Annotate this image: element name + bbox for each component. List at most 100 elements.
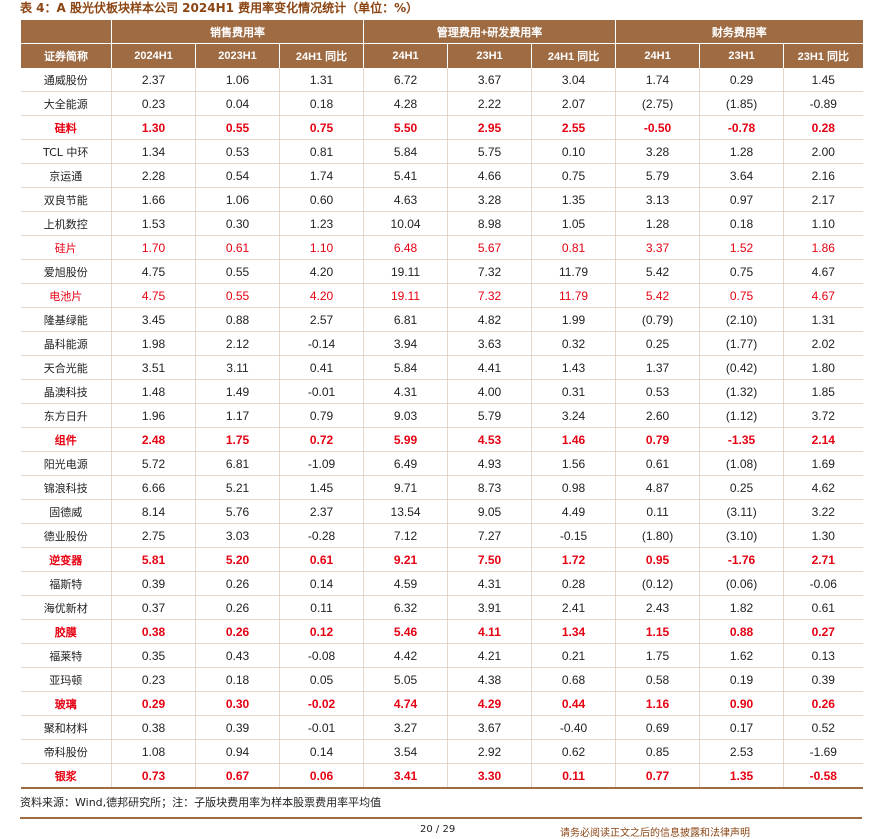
value-cell: 5.67 <box>447 235 532 260</box>
value-cell: 1.15 <box>615 619 700 644</box>
value-cell: (3.10) <box>699 523 784 548</box>
value-cell: 10.04 <box>363 211 448 236</box>
table-row: 固德威 8.14 5.76 2.37 13.54 9.05 4.49 0.11 (3.11) 3.… <box>20 499 863 524</box>
subtotal-row: 电池片 4.75 0.55 4.20 19.11 7.32 11.79 5.42 0.75 4.6… <box>20 283 863 308</box>
table-title: 表 4：A 股光伏板块样本公司 2024H1 费用率变化情况统计（单位：%） <box>20 1 419 15</box>
company-name-cell: 隆基绿能 <box>20 307 112 332</box>
table-row: 锦浪科技 6.66 5.21 1.45 9.71 8.73 0.98 4.87 0.25 4.62 <box>20 475 863 500</box>
value-cell: 1.46 <box>531 427 616 452</box>
value-cell: 0.23 <box>111 91 196 116</box>
subtotal-row: 银浆 0.73 0.67 0.06 3.41 3.30 0.11 0.77 1.35 -0.58 <box>20 763 863 789</box>
header-group-selling: 销售费用率 <box>110 20 364 44</box>
value-cell: 5.84 <box>363 139 448 164</box>
value-cell: 2.07 <box>531 91 616 116</box>
value-cell: 1.05 <box>531 211 616 236</box>
value-cell: 0.38 <box>111 715 196 740</box>
value-cell: 4.21 <box>447 643 532 668</box>
company-name-cell: 京运通 <box>20 163 112 188</box>
subtotal-row: 逆变器 5.81 5.20 0.61 9.21 7.50 1.72 0.95 -1.76 2.71 <box>20 547 863 572</box>
value-cell: 1.06 <box>195 187 280 212</box>
value-cell: 0.41 <box>278 355 364 380</box>
table-row: 晶科能源 1.98 2.12 -0.14 3.94 3.63 0.32 0.25 (1.77) 2… <box>20 331 863 356</box>
value-cell: 5.20 <box>195 547 280 572</box>
value-cell: 0.79 <box>615 427 700 452</box>
value-cell: 0.97 <box>699 187 784 212</box>
value-cell: 1.99 <box>531 307 616 332</box>
value-cell: 0.31 <box>531 379 616 404</box>
table-row: 东方日升 1.96 1.17 0.79 9.03 5.79 3.24 2.60 (1.12) 3.… <box>20 403 863 428</box>
value-cell: 0.53 <box>615 379 700 404</box>
value-cell: 1.35 <box>531 187 616 212</box>
value-cell: 1.85 <box>783 379 863 404</box>
value-cell: 4.38 <box>447 667 532 692</box>
value-cell: 0.85 <box>615 739 700 764</box>
value-cell: 0.14 <box>278 571 364 596</box>
value-cell: (1.08) <box>699 451 784 476</box>
value-cell: 19.11 <box>363 259 448 284</box>
value-cell: 5.41 <box>363 163 448 188</box>
value-cell: 6.66 <box>111 475 196 500</box>
value-cell: 7.27 <box>447 523 532 548</box>
value-cell: 0.10 <box>531 139 616 164</box>
value-cell: 0.75 <box>699 283 784 308</box>
column-header: 2024H1 <box>111 43 196 68</box>
value-cell: 4.62 <box>783 475 863 500</box>
value-cell: (0.79) <box>615 307 700 332</box>
value-cell: 1.28 <box>699 139 784 164</box>
header-group-finance: 财务费用率 <box>615 20 863 44</box>
value-cell: 0.25 <box>699 475 784 500</box>
value-cell: 5.76 <box>195 499 280 524</box>
table-row: 大全能源 0.23 0.04 0.18 4.28 2.22 2.07 (2.75) (1.85)… <box>20 91 863 116</box>
company-name-cell: 帝科股份 <box>20 739 112 764</box>
table-row: 双良节能 1.66 1.06 0.60 4.63 3.28 1.35 3.13 0.97 2.17 <box>20 187 863 212</box>
value-cell: 0.79 <box>278 403 364 428</box>
value-cell: 3.27 <box>363 715 448 740</box>
value-cell: 1.10 <box>278 235 364 260</box>
value-cell: 2.16 <box>783 163 863 188</box>
table-row: 天合光能 3.51 3.11 0.41 5.84 4.41 1.43 1.37 (0.42) 1.… <box>20 355 863 380</box>
value-cell: 0.27 <box>783 619 863 644</box>
value-cell: 1.86 <box>783 235 863 260</box>
value-cell: 1.08 <box>111 739 196 764</box>
value-cell: 0.21 <box>531 643 616 668</box>
value-cell: 0.55 <box>195 259 280 284</box>
value-cell: 2.37 <box>278 499 364 524</box>
value-cell: 0.95 <box>615 547 700 572</box>
column-header: 24H1 同比 <box>278 43 364 68</box>
value-cell: 2.95 <box>447 115 532 140</box>
value-cell: 5.46 <box>363 619 448 644</box>
value-cell: 3.63 <box>447 331 532 356</box>
value-cell: 0.13 <box>783 643 863 668</box>
value-cell: 1.30 <box>111 115 196 140</box>
column-header: 24H1 <box>363 43 448 68</box>
company-name-cell: 银浆 <box>20 763 112 789</box>
value-cell: 4.53 <box>447 427 532 452</box>
value-cell: 1.74 <box>278 163 364 188</box>
company-name-cell: 福莱特 <box>20 643 112 668</box>
value-cell: 4.42 <box>363 643 448 668</box>
value-cell: 2.71 <box>783 547 863 572</box>
value-cell: (2.75) <box>615 91 700 116</box>
value-cell: 4.63 <box>363 187 448 212</box>
value-cell: 4.93 <box>447 451 532 476</box>
value-cell: -0.01 <box>278 379 364 404</box>
subtotal-row: 硅料 1.30 0.55 0.75 5.50 2.95 2.55 -0.50 -0.78 0.28 <box>20 115 863 140</box>
value-cell: 4.59 <box>363 571 448 596</box>
column-header: 23H1 同比 <box>783 43 863 68</box>
value-cell: 1.31 <box>783 307 863 332</box>
value-cell: 1.80 <box>783 355 863 380</box>
value-cell: 7.32 <box>447 283 532 308</box>
value-cell: 3.72 <box>783 403 863 428</box>
value-cell: 5.42 <box>615 283 700 308</box>
subtotal-row: 胶膜 0.38 0.26 0.12 5.46 4.11 1.34 1.15 0.88 0.27 <box>20 619 863 644</box>
subtotal-row: 硅片 1.70 0.61 1.10 6.48 5.67 0.81 3.37 1.52 1.86 <box>20 235 863 260</box>
company-name-cell: 晶澳科技 <box>20 379 112 404</box>
value-cell: -0.28 <box>278 523 364 548</box>
value-cell: 4.11 <box>447 619 532 644</box>
value-cell: 1.62 <box>699 643 784 668</box>
company-name-cell: 福斯特 <box>20 571 112 596</box>
table-row: 爱旭股份 4.75 0.55 4.20 19.11 7.32 11.79 5.42 0.75 4.… <box>20 259 863 284</box>
value-cell: 1.10 <box>783 211 863 236</box>
value-cell: 3.30 <box>447 763 532 789</box>
company-name-cell: 双良节能 <box>20 187 112 212</box>
